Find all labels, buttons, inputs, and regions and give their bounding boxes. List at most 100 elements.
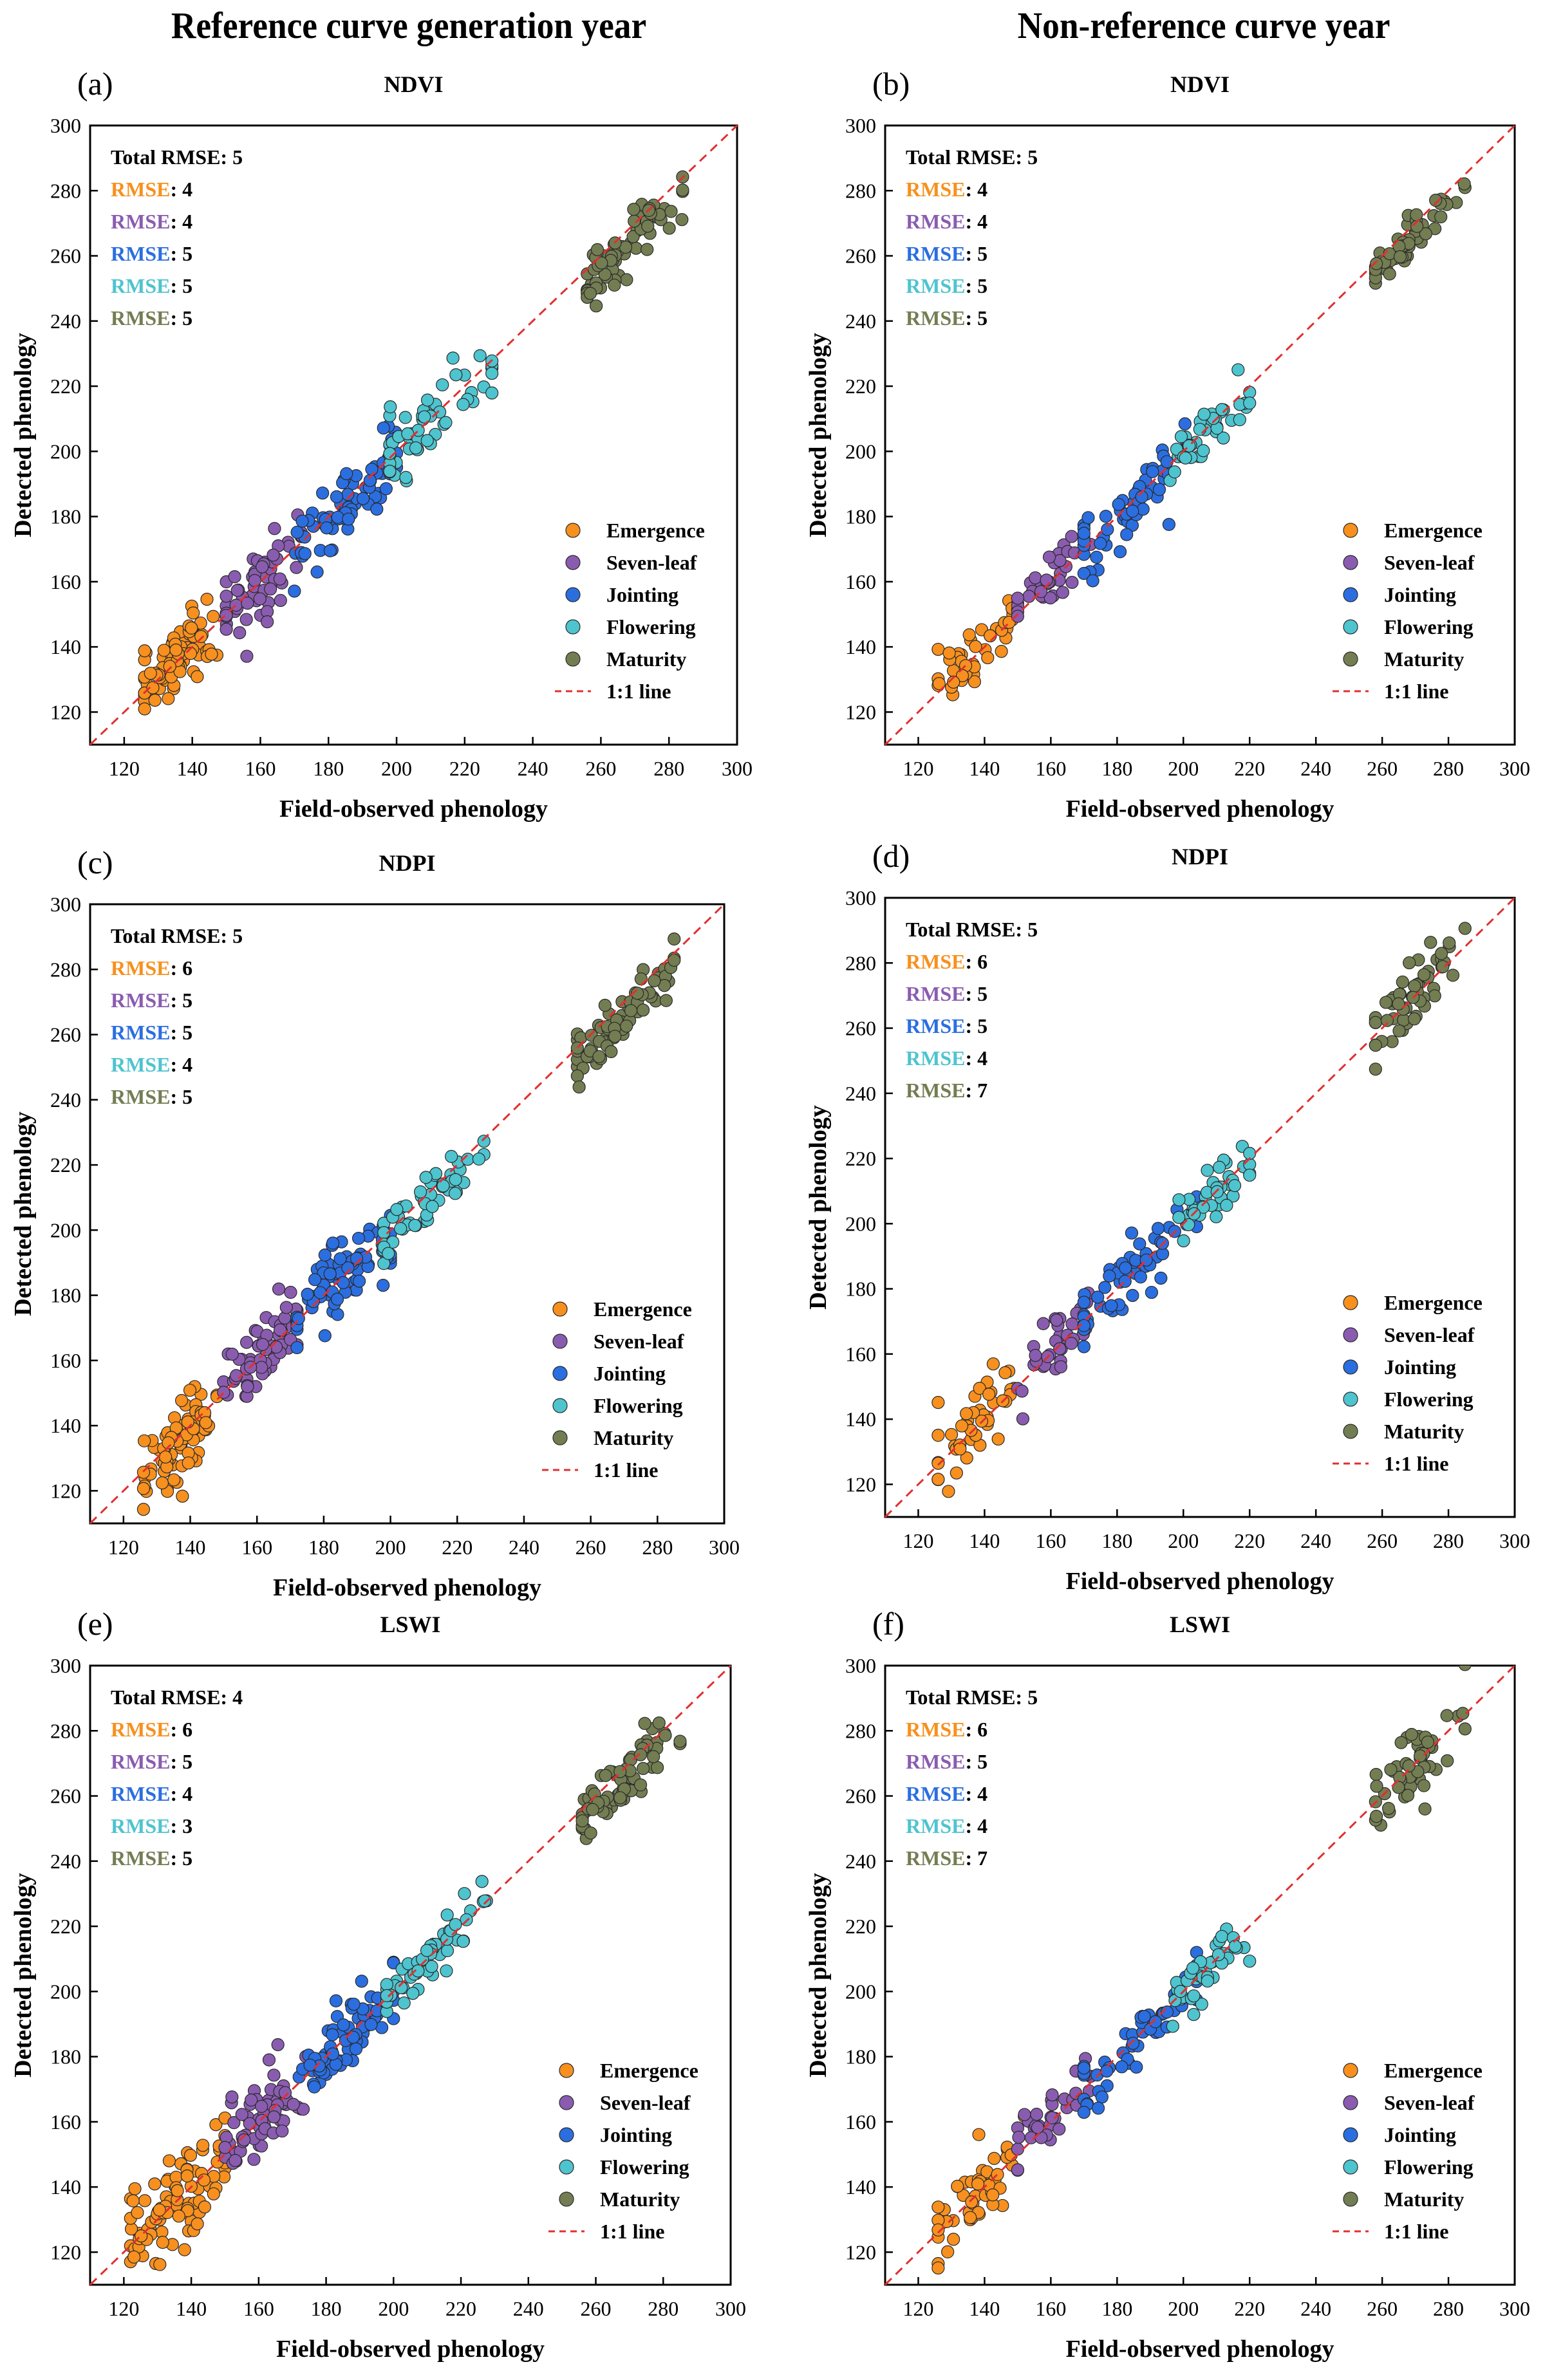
point-maturity [586, 1803, 599, 1816]
point-sevenleaf [1044, 591, 1057, 605]
point-maturity [576, 1814, 589, 1828]
point-maturity [1429, 194, 1443, 207]
legend-label: Jointing [1384, 2123, 1456, 2146]
point-sevenleaf [271, 2038, 285, 2052]
panel-c: (c) NDPI 120 120 140 140 160 160 180 180 200 200 220… [10, 844, 740, 1601]
panel-a: (a) NDVI 120 120 140 140 160 160 180 180 200 200 220… [10, 66, 753, 823]
point-emergence [950, 1466, 963, 1480]
total-rmse: Total RMSE: 5 [111, 924, 243, 947]
point-jointing [1160, 2005, 1174, 2019]
point-flowering [1228, 1179, 1242, 1193]
point-jointing [308, 2080, 321, 2094]
x-tick-label: 300 [1499, 1529, 1530, 1552]
point-maturity [1434, 210, 1448, 223]
point-jointing [303, 2058, 317, 2072]
point-sevenleaf [267, 2110, 281, 2124]
panel-title: LSWI [1170, 1612, 1230, 1637]
point-jointing [320, 521, 333, 535]
point-emergence [138, 2194, 152, 2208]
y-axis-label: Detected phenology [10, 333, 37, 537]
point-maturity [1436, 960, 1450, 974]
point-flowering [401, 427, 415, 441]
point-maturity [1369, 1810, 1383, 1823]
point-emergence [931, 1473, 945, 1486]
x-tick-label: 280 [1433, 2297, 1464, 2320]
point-maturity [584, 1826, 597, 1840]
scatter-points [931, 922, 1472, 1498]
point-flowering [418, 410, 431, 423]
legend-label: Flowering [1384, 1388, 1474, 1411]
x-tick-label: 140 [175, 1536, 206, 1559]
point-flowering [473, 349, 487, 362]
x-tick-label: 220 [442, 1536, 473, 1559]
point-emergence [931, 2261, 945, 2275]
point-flowering [1179, 451, 1192, 465]
point-jointing [351, 1231, 366, 1245]
point-jointing [298, 547, 312, 561]
rmse-sevenleaf: RMSE: 5 [111, 989, 192, 1012]
point-jointing [337, 1276, 350, 1290]
point-maturity [652, 1716, 666, 1730]
point-flowering [425, 1960, 438, 1973]
point-emergence [138, 702, 151, 716]
legend-label: 1:1 line [606, 680, 671, 703]
point-sevenleaf [238, 2133, 251, 2146]
legend-label: 1:1 line [594, 1458, 658, 1482]
point-jointing [1081, 511, 1095, 525]
point-maturity [613, 1791, 627, 1805]
point-flowering [394, 1222, 407, 1236]
point-maturity [1418, 1802, 1432, 1816]
x-tick-label: 300 [1499, 2297, 1530, 2320]
point-maturity [1458, 1666, 1472, 1671]
point-flowering [440, 1944, 454, 1958]
point-maturity [608, 278, 621, 292]
x-tick-label: 200 [375, 1536, 406, 1559]
point-maturity [599, 1769, 612, 1782]
point-flowering [409, 441, 423, 455]
point-jointing [1103, 1269, 1116, 1283]
point-emergence [191, 670, 204, 683]
point-jointing [331, 510, 344, 524]
point-sevenleaf [255, 2099, 268, 2113]
point-emergence [931, 1456, 945, 1470]
point-maturity [1407, 1012, 1421, 1026]
point-flowering [1243, 1955, 1257, 1968]
legend-marker [559, 2159, 574, 2175]
x-tick-label: 180 [1101, 1529, 1132, 1552]
point-flowering [1197, 1200, 1210, 1214]
legend-label: Maturity [1384, 2188, 1464, 2211]
legend-marker [552, 1301, 568, 1317]
point-jointing [349, 2042, 363, 2056]
y-tick-label: 140 [845, 1408, 876, 1431]
point-emergence [194, 629, 208, 644]
rmse-jointing: RMSE: 5 [906, 1014, 987, 1037]
point-sevenleaf [256, 560, 269, 573]
plot-frame [884, 1664, 1516, 2286]
y-axis-label: Detected phenology [805, 333, 832, 537]
x-tick-label: 200 [1168, 2297, 1199, 2320]
one-to-one-line [89, 124, 738, 746]
legend-marker [559, 2063, 574, 2078]
x-tick-label: 120 [903, 2297, 933, 2320]
y-tick-label: 260 [845, 1017, 876, 1040]
x-tick-label: 120 [108, 1536, 139, 1559]
legend-label: 1:1 line [600, 2220, 664, 2243]
point-flowering [478, 1894, 492, 1908]
point-maturity [1417, 1779, 1431, 1792]
point-flowering [414, 1185, 427, 1198]
x-axis-label: Field-observed phenology [273, 1574, 541, 1601]
column-header-reference: Reference curve generation year [171, 5, 647, 46]
legend-marker [1343, 2191, 1358, 2207]
y-tick-label: 240 [845, 1082, 876, 1105]
point-maturity [1383, 267, 1396, 281]
x-tick-label: 140 [176, 2297, 207, 2320]
y-tick-label: 260 [845, 1785, 876, 1808]
legend-label: Seven-leaf [1384, 2091, 1475, 2114]
point-maturity [641, 243, 654, 256]
y-tick-label: 120 [50, 700, 81, 723]
rmse-emergence: RMSE: 4 [111, 178, 192, 201]
point-jointing [288, 584, 301, 598]
x-tick-label: 220 [1234, 1529, 1265, 1552]
y-tick-label: 260 [50, 245, 81, 268]
rmse-flowering: RMSE: 5 [111, 274, 192, 297]
